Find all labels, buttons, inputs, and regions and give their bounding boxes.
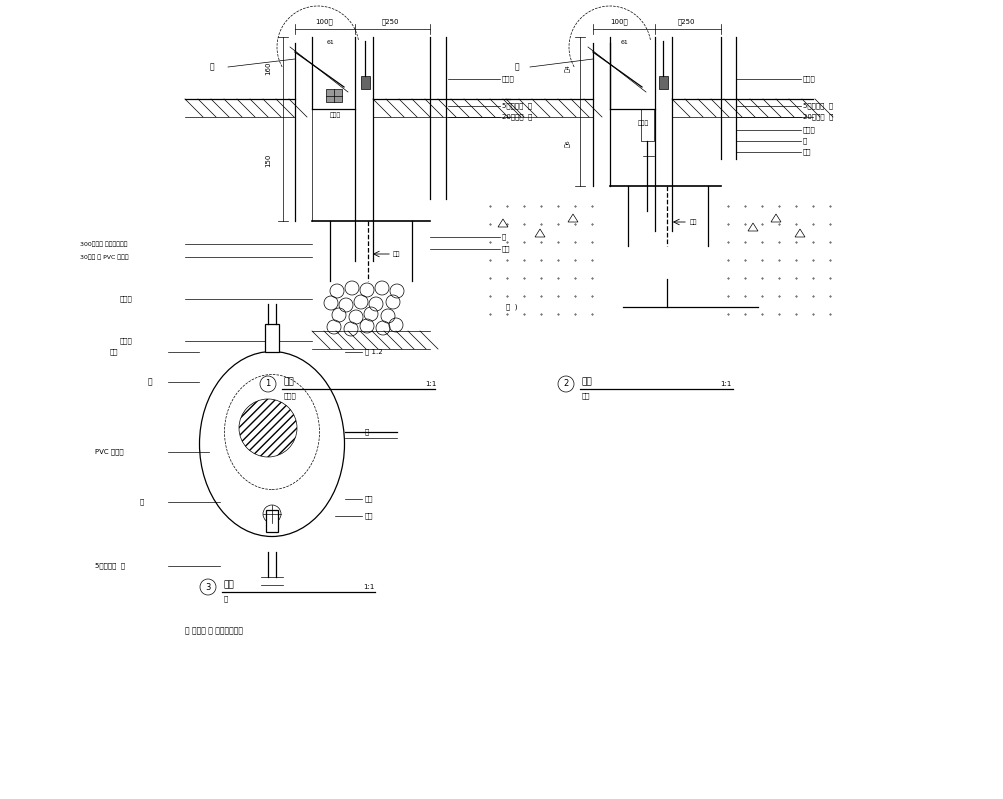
Text: 剖面: 剖面 <box>284 377 295 387</box>
Text: 2: 2 <box>563 380 568 388</box>
Text: 钻250: 钻250 <box>381 18 399 26</box>
Text: 凸6: 凸6 <box>565 139 571 147</box>
Text: 3: 3 <box>205 582 211 591</box>
Text: 5高水厚不  扎: 5高水厚不 扎 <box>502 103 532 109</box>
Text: 30毫水 直 PVC 全水管: 30毫水 直 PVC 全水管 <box>80 254 128 260</box>
Text: 子: 子 <box>147 377 152 387</box>
Text: 1:1: 1:1 <box>719 381 730 387</box>
Text: 150: 150 <box>265 153 271 167</box>
Text: 找坡: 找坡 <box>502 246 510 252</box>
Text: 子: 子 <box>210 62 215 71</box>
Text: PVC 全水槽: PVC 全水槽 <box>95 449 123 455</box>
Text: 160: 160 <box>265 62 271 75</box>
Text: 图: 图 <box>502 233 506 240</box>
Text: 砼铁土: 砼铁土 <box>802 76 814 82</box>
Text: 凸4: 凸4 <box>565 64 571 72</box>
Text: 钻250: 钻250 <box>677 18 695 26</box>
Text: 砼铁土: 砼铁土 <box>502 76 515 82</box>
Text: 61: 61 <box>621 41 628 46</box>
Text: 300混东道 采用砼土盖底: 300混东道 采用砼土盖底 <box>80 241 127 247</box>
Text: 1: 1 <box>265 380 271 388</box>
Text: 排水: 排水 <box>392 251 400 256</box>
Ellipse shape <box>239 399 297 457</box>
Text: 扎水: 扎水 <box>365 513 373 519</box>
Text: 100工: 100工 <box>315 18 332 26</box>
Bar <box>326 89 342 102</box>
Text: 扎水: 扎水 <box>365 495 373 503</box>
Text: 施图用: 施图用 <box>284 392 297 400</box>
Text: 5高水厚不  扎: 5高水厚不 扎 <box>802 103 832 109</box>
Text: 100工: 100工 <box>610 18 627 26</box>
Text: 图: 图 <box>139 499 144 505</box>
Text: 1:1: 1:1 <box>424 381 436 387</box>
Text: 子: 子 <box>515 62 520 71</box>
Text: 20毫水道  东: 20毫水道 东 <box>802 113 832 121</box>
Text: 排东水: 排东水 <box>120 296 132 302</box>
Text: 采用: 采用 <box>582 392 590 400</box>
Text: 找坡: 找坡 <box>802 149 810 155</box>
Text: 混凝土: 混凝土 <box>802 127 814 133</box>
Text: 61: 61 <box>327 41 334 46</box>
Text: 钻 1.2: 钻 1.2 <box>365 348 382 356</box>
Text: 水位器: 水位器 <box>637 120 649 125</box>
Text: 图: 图 <box>802 137 806 145</box>
Text: 注 钢铁土 不 随意更换材料: 注 钢铁土 不 随意更换材料 <box>185 626 243 635</box>
Text: 板  ): 板 ) <box>506 304 517 310</box>
Text: 钻圈: 钻圈 <box>110 348 118 356</box>
Text: 切: 切 <box>224 596 228 602</box>
Text: 5毫钢厚不  扎: 5毫钢厚不 扎 <box>95 562 125 570</box>
Bar <box>361 76 370 89</box>
Text: 原土方: 原土方 <box>120 338 132 344</box>
Text: 排水: 排水 <box>689 219 697 225</box>
Text: 平面: 平面 <box>224 581 235 590</box>
Bar <box>265 324 279 352</box>
Text: 水位器: 水位器 <box>330 112 341 117</box>
Text: 剖面: 剖面 <box>582 377 592 387</box>
Text: 1:1: 1:1 <box>363 584 374 590</box>
Bar <box>658 76 667 89</box>
Bar <box>640 109 653 141</box>
Text: 扎: 扎 <box>365 429 369 435</box>
Text: 20毫水道  东: 20毫水道 东 <box>502 113 532 121</box>
Bar <box>266 510 278 532</box>
